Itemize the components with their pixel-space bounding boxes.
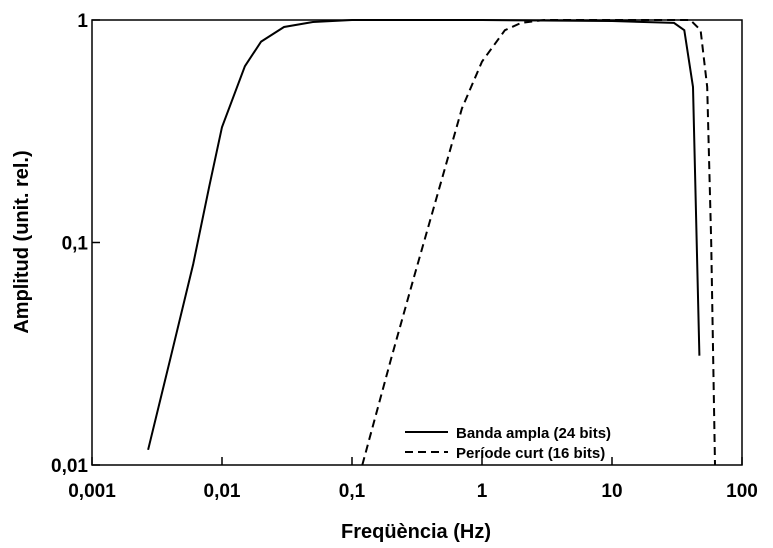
x-tick-label: 0,01 (204, 481, 241, 502)
x-tick-label: 1 (477, 481, 488, 502)
x-tick-label: 10 (601, 481, 622, 502)
y-tick-label: 1 (77, 11, 88, 32)
x-tick-label: 100 (726, 481, 758, 502)
plot-frame (91, 19, 743, 466)
y-tick-label: 0,1 (62, 234, 89, 255)
y-axis-label: Amplitud (unit. rel.) (11, 150, 33, 333)
x-tick-label: 0,1 (339, 481, 366, 502)
y-tick-label: 0,01 (51, 456, 88, 477)
legend-label: Període curt (16 bits) (456, 445, 605, 462)
x-tick-label: 0,001 (68, 481, 116, 502)
series-line (361, 19, 716, 466)
x-axis-label: Freqüència (Hz) (341, 521, 491, 543)
legend-label: Banda ampla (24 bits) (456, 425, 611, 442)
series-line (147, 19, 701, 451)
